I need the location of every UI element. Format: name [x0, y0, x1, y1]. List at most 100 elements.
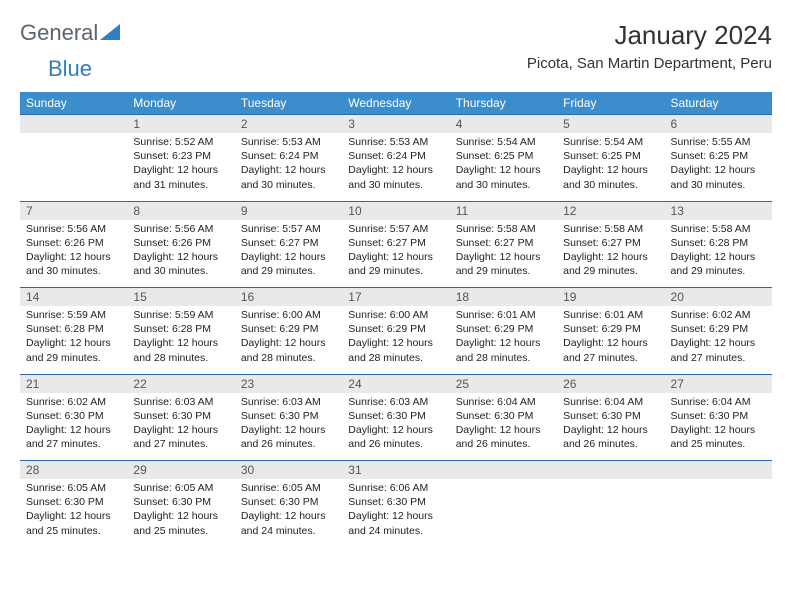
day-content-cell: Sunrise: 6:05 AMSunset: 6:30 PMDaylight:…: [127, 479, 234, 547]
day-content-cell: Sunrise: 5:58 AMSunset: 6:27 PMDaylight:…: [557, 220, 664, 288]
day-number-cell: [665, 461, 772, 480]
sunrise-text: Sunrise: 5:54 AM: [563, 135, 658, 149]
daylight-text: Daylight: 12 hours and 27 minutes.: [563, 336, 658, 364]
sunset-text: Sunset: 6:30 PM: [563, 409, 658, 423]
sunrise-text: Sunrise: 5:52 AM: [133, 135, 228, 149]
sunset-text: Sunset: 6:29 PM: [348, 322, 443, 336]
day-content-cell: Sunrise: 6:06 AMSunset: 6:30 PMDaylight:…: [342, 479, 449, 547]
day-number-cell: 7: [20, 201, 127, 220]
day-number-cell: 4: [450, 115, 557, 134]
day-content-cell: Sunrise: 6:05 AMSunset: 6:30 PMDaylight:…: [20, 479, 127, 547]
sunset-text: Sunset: 6:27 PM: [348, 236, 443, 250]
logo: General: [20, 20, 122, 46]
day-number-cell: 1: [127, 115, 234, 134]
sunset-text: Sunset: 6:30 PM: [26, 495, 121, 509]
sunrise-text: Sunrise: 5:54 AM: [456, 135, 551, 149]
sunset-text: Sunset: 6:26 PM: [26, 236, 121, 250]
daylight-text: Daylight: 12 hours and 30 minutes.: [348, 163, 443, 191]
day-content-cell: Sunrise: 5:59 AMSunset: 6:28 PMDaylight:…: [20, 306, 127, 374]
day-number-cell: 27: [665, 374, 772, 393]
day-number-cell: 8: [127, 201, 234, 220]
daylight-text: Daylight: 12 hours and 28 minutes.: [133, 336, 228, 364]
day-number-cell: 25: [450, 374, 557, 393]
day-content-cell: Sunrise: 6:04 AMSunset: 6:30 PMDaylight:…: [557, 393, 664, 461]
sunset-text: Sunset: 6:27 PM: [456, 236, 551, 250]
day-content-cell: Sunrise: 5:58 AMSunset: 6:27 PMDaylight:…: [450, 220, 557, 288]
sunrise-text: Sunrise: 5:53 AM: [241, 135, 336, 149]
day-number-cell: 13: [665, 201, 772, 220]
day-content-cell: [450, 479, 557, 547]
sunset-text: Sunset: 6:24 PM: [241, 149, 336, 163]
sunrise-text: Sunrise: 5:58 AM: [563, 222, 658, 236]
sunrise-text: Sunrise: 6:01 AM: [563, 308, 658, 322]
day-content-cell: [20, 133, 127, 201]
sunset-text: Sunset: 6:24 PM: [348, 149, 443, 163]
sunrise-text: Sunrise: 5:59 AM: [26, 308, 121, 322]
sunrise-text: Sunrise: 5:57 AM: [241, 222, 336, 236]
sunset-text: Sunset: 6:30 PM: [348, 409, 443, 423]
sunset-text: Sunset: 6:30 PM: [133, 495, 228, 509]
calendar-table: SundayMondayTuesdayWednesdayThursdayFrid…: [20, 92, 772, 547]
day-content-cell: Sunrise: 6:02 AMSunset: 6:30 PMDaylight:…: [20, 393, 127, 461]
day-content-cell: Sunrise: 5:52 AMSunset: 6:23 PMDaylight:…: [127, 133, 234, 201]
day-content-cell: Sunrise: 6:01 AMSunset: 6:29 PMDaylight:…: [557, 306, 664, 374]
day-content-row: Sunrise: 6:05 AMSunset: 6:30 PMDaylight:…: [20, 479, 772, 547]
day-number-cell: 6: [665, 115, 772, 134]
day-content-cell: Sunrise: 5:57 AMSunset: 6:27 PMDaylight:…: [235, 220, 342, 288]
day-number-cell: [557, 461, 664, 480]
sunset-text: Sunset: 6:27 PM: [241, 236, 336, 250]
day-content-cell: Sunrise: 5:54 AMSunset: 6:25 PMDaylight:…: [450, 133, 557, 201]
sunrise-text: Sunrise: 6:05 AM: [26, 481, 121, 495]
daylight-text: Daylight: 12 hours and 30 minutes.: [456, 163, 551, 191]
day-content-cell: Sunrise: 5:55 AMSunset: 6:25 PMDaylight:…: [665, 133, 772, 201]
day-number-cell: 30: [235, 461, 342, 480]
daylight-text: Daylight: 12 hours and 29 minutes.: [671, 250, 766, 278]
day-content-cell: Sunrise: 6:02 AMSunset: 6:29 PMDaylight:…: [665, 306, 772, 374]
day-content-cell: Sunrise: 5:58 AMSunset: 6:28 PMDaylight:…: [665, 220, 772, 288]
daylight-text: Daylight: 12 hours and 24 minutes.: [241, 509, 336, 537]
daylight-text: Daylight: 12 hours and 29 minutes.: [348, 250, 443, 278]
sunset-text: Sunset: 6:29 PM: [671, 322, 766, 336]
weekday-header: Monday: [127, 92, 234, 115]
day-content-cell: Sunrise: 5:59 AMSunset: 6:28 PMDaylight:…: [127, 306, 234, 374]
day-content-cell: Sunrise: 5:56 AMSunset: 6:26 PMDaylight:…: [127, 220, 234, 288]
day-content-row: Sunrise: 6:02 AMSunset: 6:30 PMDaylight:…: [20, 393, 772, 461]
daylight-text: Daylight: 12 hours and 29 minutes.: [563, 250, 658, 278]
sunrise-text: Sunrise: 5:56 AM: [133, 222, 228, 236]
sunrise-text: Sunrise: 6:03 AM: [133, 395, 228, 409]
logo-text-general: General: [20, 20, 98, 46]
daylight-text: Daylight: 12 hours and 28 minutes.: [241, 336, 336, 364]
sunrise-text: Sunrise: 6:02 AM: [671, 308, 766, 322]
daylight-text: Daylight: 12 hours and 26 minutes.: [241, 423, 336, 451]
day-number-cell: 2: [235, 115, 342, 134]
sunrise-text: Sunrise: 6:04 AM: [563, 395, 658, 409]
daylight-text: Daylight: 12 hours and 29 minutes.: [456, 250, 551, 278]
sunrise-text: Sunrise: 5:59 AM: [133, 308, 228, 322]
sunset-text: Sunset: 6:30 PM: [133, 409, 228, 423]
daylight-text: Daylight: 12 hours and 26 minutes.: [456, 423, 551, 451]
weekday-header: Wednesday: [342, 92, 449, 115]
day-content-cell: Sunrise: 5:53 AMSunset: 6:24 PMDaylight:…: [342, 133, 449, 201]
sunrise-text: Sunrise: 6:04 AM: [456, 395, 551, 409]
daylight-text: Daylight: 12 hours and 29 minutes.: [241, 250, 336, 278]
sunset-text: Sunset: 6:30 PM: [26, 409, 121, 423]
daylight-text: Daylight: 12 hours and 25 minutes.: [26, 509, 121, 537]
day-number-cell: 31: [342, 461, 449, 480]
sunset-text: Sunset: 6:30 PM: [671, 409, 766, 423]
sunset-text: Sunset: 6:29 PM: [456, 322, 551, 336]
daylight-text: Daylight: 12 hours and 30 minutes.: [26, 250, 121, 278]
day-content-cell: Sunrise: 6:04 AMSunset: 6:30 PMDaylight:…: [450, 393, 557, 461]
sunset-text: Sunset: 6:28 PM: [26, 322, 121, 336]
weekday-header: Sunday: [20, 92, 127, 115]
daylight-text: Daylight: 12 hours and 29 minutes.: [26, 336, 121, 364]
daylight-text: Daylight: 12 hours and 24 minutes.: [348, 509, 443, 537]
sunrise-text: Sunrise: 5:57 AM: [348, 222, 443, 236]
daylight-text: Daylight: 12 hours and 26 minutes.: [563, 423, 658, 451]
day-content-cell: Sunrise: 6:00 AMSunset: 6:29 PMDaylight:…: [235, 306, 342, 374]
sunset-text: Sunset: 6:25 PM: [456, 149, 551, 163]
sunset-text: Sunset: 6:30 PM: [348, 495, 443, 509]
day-content-cell: Sunrise: 5:57 AMSunset: 6:27 PMDaylight:…: [342, 220, 449, 288]
day-number-cell: 9: [235, 201, 342, 220]
sunrise-text: Sunrise: 6:05 AM: [241, 481, 336, 495]
day-content-cell: Sunrise: 6:03 AMSunset: 6:30 PMDaylight:…: [235, 393, 342, 461]
